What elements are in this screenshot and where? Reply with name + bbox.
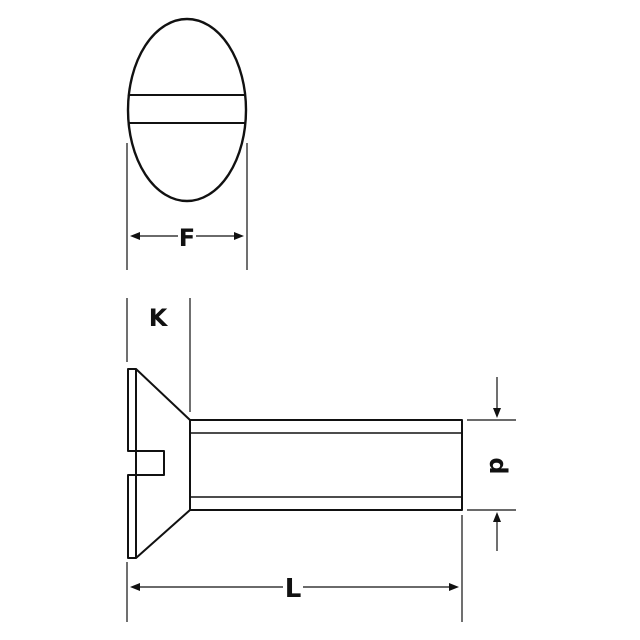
head-face bbox=[127, 368, 165, 559]
arrowhead-f-left bbox=[130, 232, 140, 240]
arrowhead-l-left bbox=[130, 583, 140, 591]
head-top-view bbox=[126, 17, 248, 203]
arrowhead-l-right bbox=[449, 583, 459, 591]
arrowhead-f-right bbox=[234, 232, 244, 240]
dimension-l bbox=[126, 515, 463, 622]
label-f: F bbox=[179, 224, 195, 252]
head-taper bbox=[135, 368, 191, 559]
head-slot bbox=[128, 94, 246, 124]
label-d: d bbox=[484, 457, 512, 474]
shank bbox=[189, 419, 463, 511]
label-k: K bbox=[149, 304, 169, 332]
arrowhead-d-top bbox=[493, 408, 501, 418]
dimension-d bbox=[467, 377, 516, 551]
screw-side-view bbox=[127, 368, 463, 559]
dimension-k bbox=[126, 298, 191, 412]
thread-lines bbox=[190, 432, 462, 498]
arrowhead-d-bottom bbox=[493, 512, 501, 522]
label-l: L bbox=[285, 574, 302, 604]
head-outline bbox=[126, 17, 248, 203]
